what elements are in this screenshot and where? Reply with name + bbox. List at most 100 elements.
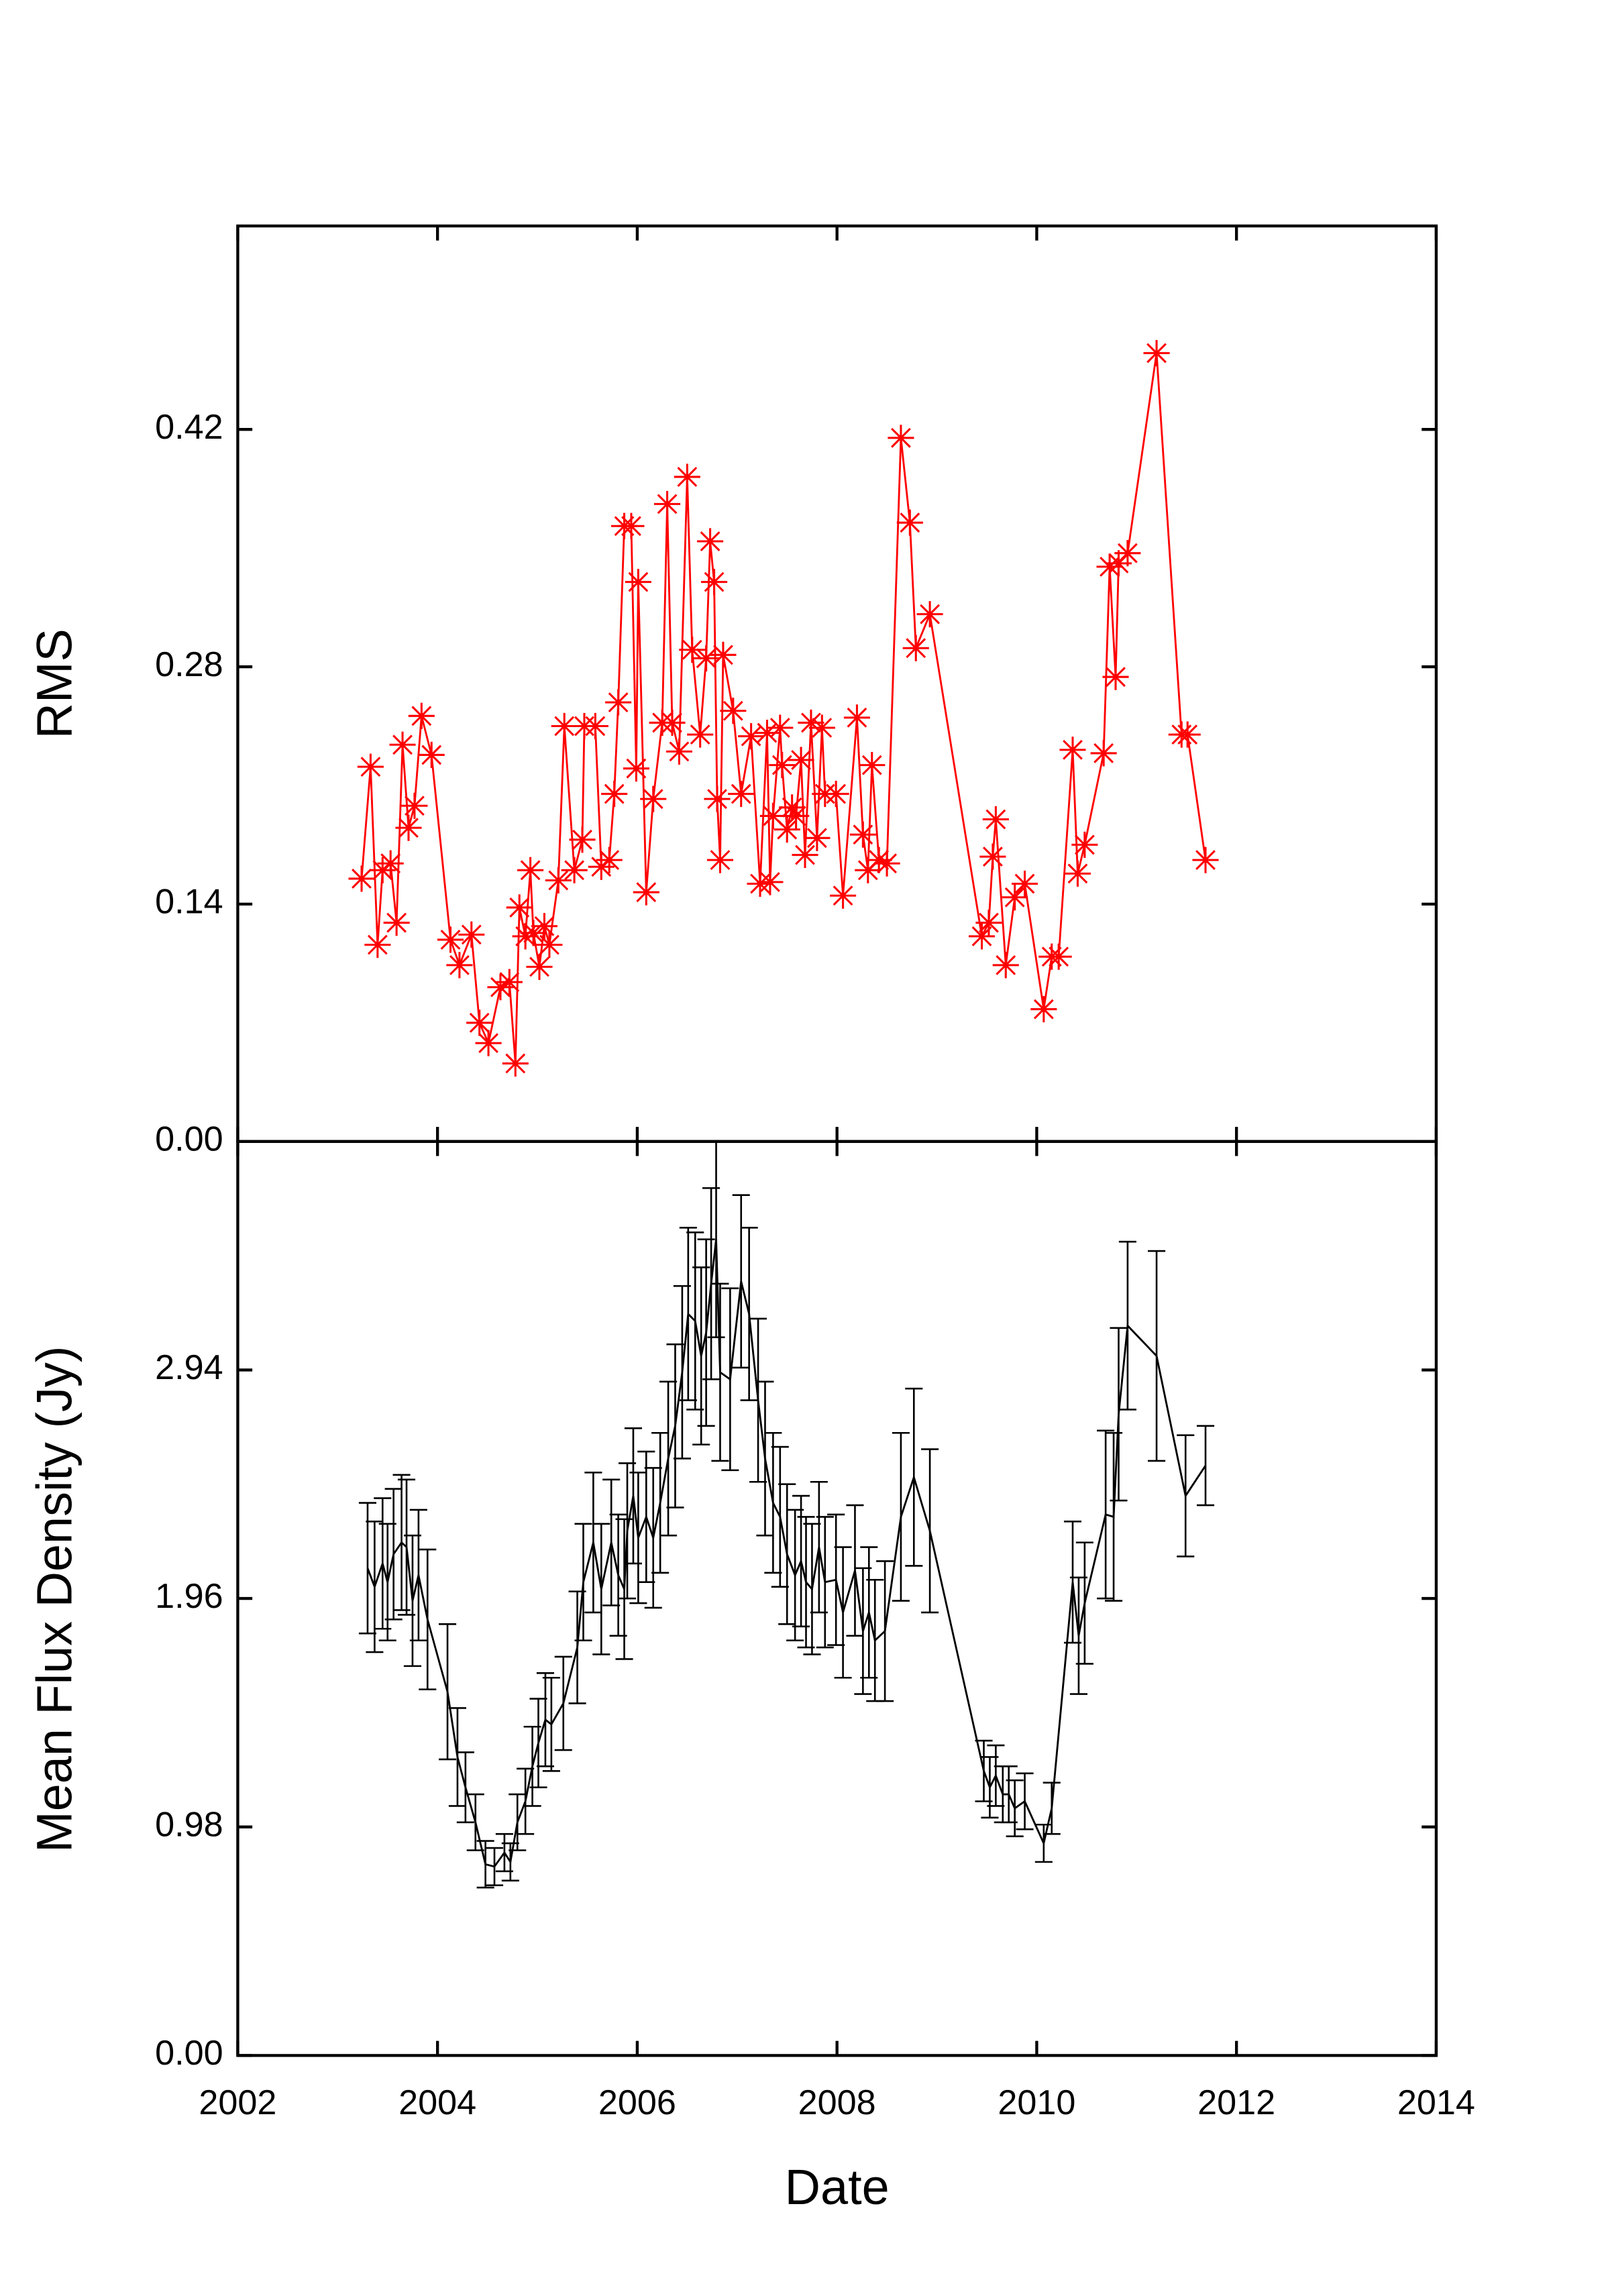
star-marker xyxy=(582,712,608,740)
star-marker xyxy=(502,1050,529,1077)
error-bar xyxy=(517,1767,535,1835)
star-marker xyxy=(975,910,1002,936)
star-marker xyxy=(531,913,558,940)
star-marker xyxy=(700,569,728,596)
y-axis-title: RMS xyxy=(27,628,83,739)
plot-frame xyxy=(236,224,1438,1143)
error-bar xyxy=(921,1448,939,1614)
star-marker xyxy=(446,952,473,979)
y-tick-label: 0.98 xyxy=(155,1806,223,1845)
error-bar xyxy=(1097,1429,1115,1600)
error-bar xyxy=(466,1793,484,1851)
error-bar xyxy=(584,1472,602,1614)
star-marker xyxy=(710,641,737,668)
star-marker xyxy=(902,635,929,661)
star-marker xyxy=(822,781,849,808)
star-marker xyxy=(888,425,914,451)
x-tick-label: 2006 xyxy=(598,2083,676,2122)
star-marker xyxy=(1174,721,1201,748)
star-marker xyxy=(1059,736,1086,763)
error-bar xyxy=(358,1502,376,1635)
star-marker xyxy=(496,969,523,995)
star-marker xyxy=(679,637,706,663)
error-bar xyxy=(456,1751,474,1824)
error-bar xyxy=(659,1380,678,1537)
star-marker xyxy=(569,826,596,853)
error-bar xyxy=(876,1560,894,1702)
error-bar xyxy=(1006,1779,1024,1837)
star-marker xyxy=(659,709,686,736)
error-bar xyxy=(1075,1541,1093,1665)
star-marker xyxy=(596,846,623,873)
star-marker xyxy=(798,709,824,736)
error-bar xyxy=(721,1287,739,1472)
star-marker xyxy=(437,926,464,953)
star-marker xyxy=(720,698,747,724)
star-marker xyxy=(618,512,645,539)
error-bar xyxy=(749,1317,767,1483)
star-marker xyxy=(418,741,445,769)
star-marker xyxy=(623,755,649,782)
star-marker xyxy=(859,752,886,779)
error-bar xyxy=(905,1387,923,1567)
plot-frame xyxy=(236,1140,1438,2057)
star-marker xyxy=(377,850,404,877)
star-marker xyxy=(992,952,1019,979)
error-bar xyxy=(366,1521,384,1653)
y-tick-label: 2.94 xyxy=(155,1348,223,1387)
star-marker xyxy=(968,923,996,950)
error-bar xyxy=(554,1655,572,1751)
star-marker xyxy=(1002,884,1028,911)
star-marker xyxy=(687,721,714,748)
star-marker xyxy=(640,785,667,812)
error-bar xyxy=(1042,1782,1061,1835)
y-tick-label: 0.28 xyxy=(155,645,223,684)
error-bar xyxy=(756,1380,774,1537)
error-bar xyxy=(476,1840,494,1889)
star-marker xyxy=(401,792,428,819)
error-bar xyxy=(892,1431,910,1602)
error-bar xyxy=(666,1343,684,1509)
star-marker xyxy=(767,714,794,741)
star-marker xyxy=(1105,550,1132,577)
error-bar xyxy=(1177,1434,1195,1557)
star-marker xyxy=(792,842,818,869)
star-marker xyxy=(506,894,533,921)
star-marker xyxy=(389,731,416,758)
star-marker xyxy=(808,714,835,741)
star-marker xyxy=(757,869,784,895)
error-bar xyxy=(987,1744,1005,1807)
error-bar xyxy=(1016,1772,1034,1830)
star-marker xyxy=(408,702,435,729)
star-marker xyxy=(982,806,1009,833)
error-bar xyxy=(602,1478,621,1606)
error-bar xyxy=(764,1431,782,1574)
star-marker xyxy=(1102,663,1129,690)
error-bar xyxy=(384,1488,403,1621)
error-bar xyxy=(827,1513,845,1646)
star-marker xyxy=(551,712,578,740)
star-marker xyxy=(357,753,384,780)
star-marker xyxy=(601,781,628,808)
error-bar xyxy=(448,1707,466,1807)
star-marker xyxy=(728,781,755,808)
star-marker xyxy=(773,816,800,843)
error-bar xyxy=(542,1676,560,1772)
y-tick-label: 0.14 xyxy=(155,883,223,922)
error-bar xyxy=(803,1523,821,1655)
error-bar xyxy=(834,1546,852,1679)
error-bar xyxy=(419,1548,437,1690)
star-marker xyxy=(788,747,814,773)
data-line xyxy=(360,353,1207,1064)
y-tick-label: 1.96 xyxy=(155,1577,223,1616)
star-marker xyxy=(873,850,900,877)
y-tick-label: 0.00 xyxy=(155,1120,223,1159)
star-marker xyxy=(783,802,810,829)
error-bar xyxy=(392,1474,411,1611)
star-marker xyxy=(843,704,870,731)
error-bar xyxy=(740,1227,758,1401)
star-marker xyxy=(665,738,693,765)
star-marker xyxy=(526,953,553,980)
star-marker xyxy=(1071,831,1098,858)
star-marker xyxy=(561,857,588,883)
